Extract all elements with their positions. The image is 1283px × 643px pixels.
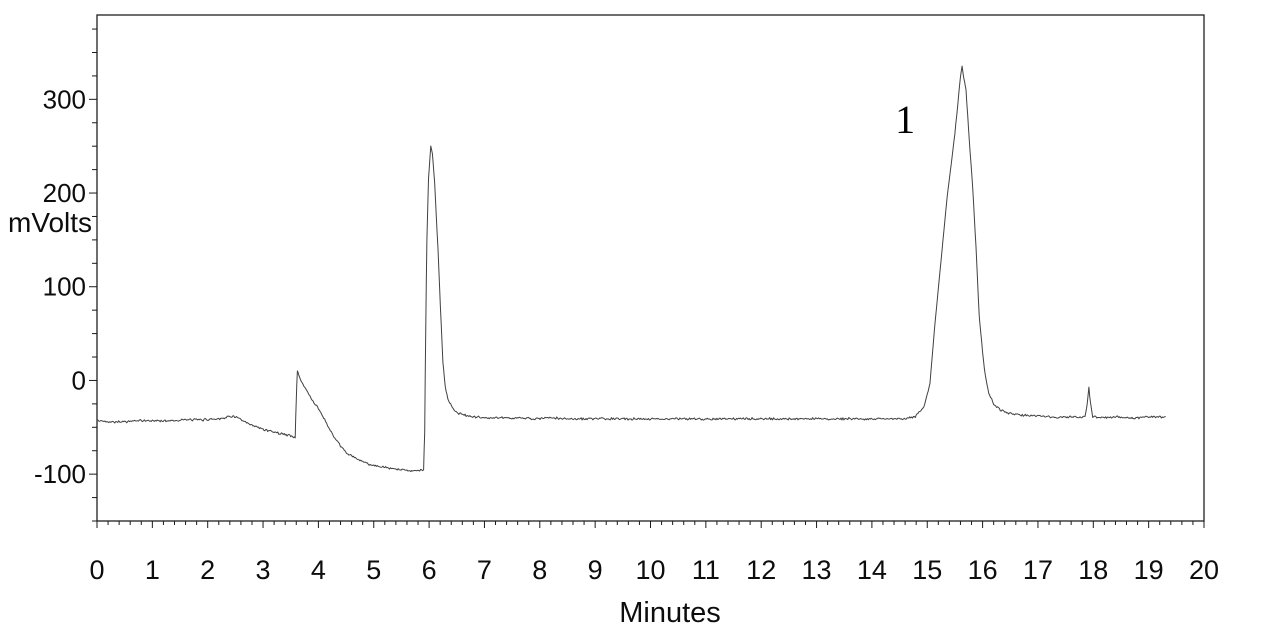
x-tick-label: 7 (477, 555, 492, 585)
x-tick-label: 0 (89, 555, 104, 585)
x-tick-label: 8 (532, 555, 547, 585)
x-tick-label: 9 (588, 555, 603, 585)
y-tick-label: 200 (43, 178, 86, 208)
x-axis-tick-labels: 0 1 2 3 4 5 6 7 8 9 10 11 12 13 14 15 16 17 18 19 20 (89, 555, 1219, 585)
x-tick-label: 3 (256, 555, 271, 585)
x-tick-label: 14 (857, 555, 887, 585)
x-tick-label: 15 (912, 555, 942, 585)
peak-1-annotation: 1 (895, 97, 915, 142)
x-tick-label: 16 (968, 555, 998, 585)
x-tick-label: 6 (422, 555, 437, 585)
y-axis-ticks (89, 28, 97, 522)
x-tick-label: 1 (145, 555, 160, 585)
x-tick-label: 17 (1023, 555, 1053, 585)
y-tick-label: 300 (43, 84, 86, 114)
x-tick-label: 2 (200, 555, 215, 585)
x-tick-label: 5 (366, 555, 381, 585)
x-tick-label: 13 (802, 555, 832, 585)
y-axis-title: mVolts (8, 207, 92, 238)
x-tick-label: 19 (1134, 555, 1164, 585)
x-tick-label: 18 (1078, 555, 1108, 585)
x-axis-ticks (96, 521, 1205, 528)
plot-border (96, 14, 1205, 522)
y-tick-label: 0 (72, 365, 86, 395)
x-tick-label: 11 (692, 555, 720, 585)
x-tick-label: 4 (311, 555, 326, 585)
x-tick-label: 12 (746, 555, 776, 585)
x-tick-label: 10 (635, 555, 665, 585)
detector-signal-trace (96, 65, 1166, 473)
y-tick-label: 100 (43, 272, 86, 302)
x-axis-title: Minutes (619, 597, 721, 629)
y-tick-label: -100 (34, 459, 86, 489)
y-axis-tick-labels: -100 0 100 200 300 (34, 84, 86, 489)
x-tick-label: 20 (1189, 555, 1219, 585)
